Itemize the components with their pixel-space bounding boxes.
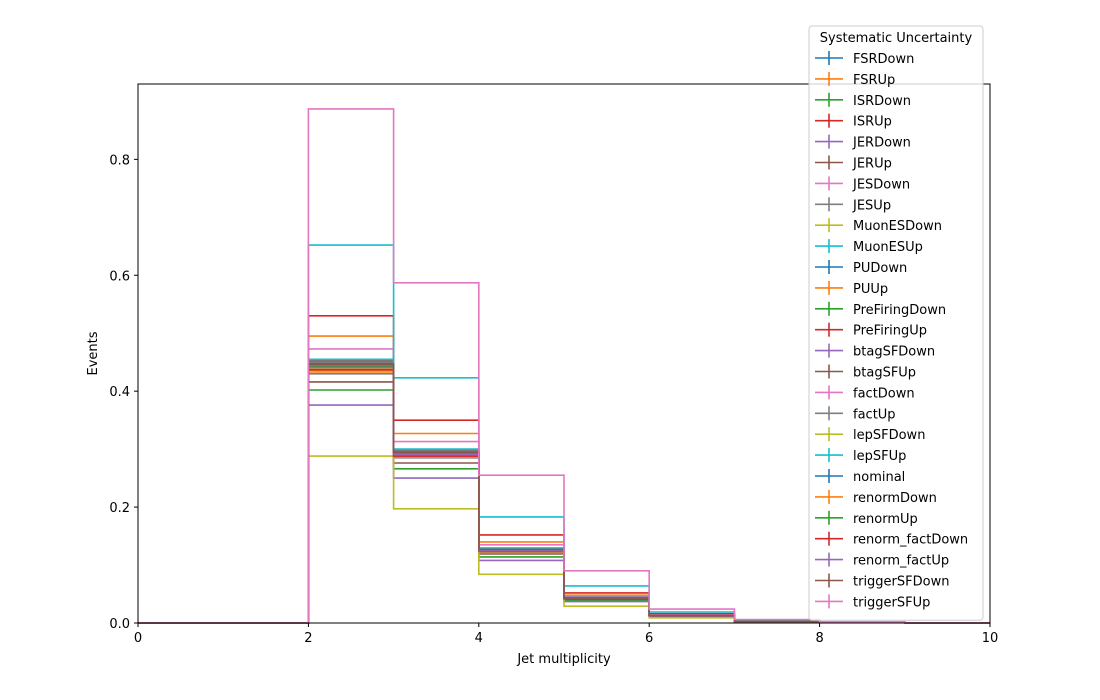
legend-label: renorm_factUp bbox=[853, 554, 949, 569]
legend-label: factDown bbox=[853, 386, 915, 401]
y-tick-label: 0.2 bbox=[109, 501, 130, 516]
legend-entry-triggerSFUp: triggerSFUp bbox=[815, 594, 930, 610]
y-tick-label: 0.0 bbox=[109, 617, 130, 632]
x-tick-label: 0 bbox=[134, 631, 142, 646]
legend-entry-factDown: factDown bbox=[815, 385, 915, 401]
legend-label: ISRDown bbox=[853, 94, 911, 109]
legend-entry-MuonESDown: MuonESDown bbox=[815, 218, 942, 234]
legend-label: MuonESUp bbox=[853, 240, 923, 255]
axes-frame bbox=[137, 83, 991, 624]
legend-entry-JESUp: JESUp bbox=[815, 197, 891, 213]
legend-entry-renormUp: renormUp bbox=[815, 510, 918, 527]
legend-entry-JERUp: JERUp bbox=[815, 155, 892, 172]
x-axis-ticks: 0 2 4 6 8 10 bbox=[134, 623, 998, 646]
legend-label: lepSFUp bbox=[853, 449, 906, 464]
legend-label: renormUp bbox=[853, 512, 918, 527]
legend-label: lepSFDown bbox=[853, 428, 925, 443]
legend-entry-PUDown: PUDown bbox=[815, 260, 907, 276]
legend-entry-lepSFDown: lepSFDown bbox=[815, 427, 925, 443]
legend-label: btagSFDown bbox=[853, 345, 935, 360]
legend-entry-ISRUp: ISRUp bbox=[815, 113, 892, 130]
legend-entry-btagSFUp: btagSFUp bbox=[815, 364, 916, 381]
legend-label: triggerSFUp bbox=[853, 595, 930, 610]
legend-entry-lepSFUp: lepSFUp bbox=[815, 448, 906, 464]
legend-label: JESUp bbox=[852, 198, 891, 213]
legend-label: PreFiringUp bbox=[853, 324, 927, 339]
legend-label: renormDown bbox=[853, 491, 937, 506]
legend-entry-renorm_factUp: renorm_factUp bbox=[815, 552, 949, 569]
legend-label: factUp bbox=[853, 407, 896, 422]
x-tick-label: 6 bbox=[645, 631, 653, 646]
legend-entry-FSRUp: FSRUp bbox=[815, 71, 895, 88]
legend-label: ISRUp bbox=[853, 115, 892, 130]
legend-entry-nominal: nominal bbox=[815, 469, 905, 485]
legend-label: FSRUp bbox=[853, 73, 895, 88]
legend: Systematic Uncertainty FSRDown FSRUp ISRDo… bbox=[808, 25, 984, 621]
y-tick-label: 0.8 bbox=[109, 153, 130, 168]
legend-label: JESDown bbox=[852, 177, 910, 192]
legend-entry-btagSFDown: btagSFDown bbox=[815, 343, 935, 360]
legend-label: renorm_factDown bbox=[853, 533, 968, 548]
y-tick-label: 0.6 bbox=[109, 269, 130, 284]
legend-entry-renorm_factDown: renorm_factDown bbox=[815, 531, 968, 548]
x-tick-label: 8 bbox=[815, 631, 823, 646]
legend-label: JERUp bbox=[852, 157, 892, 172]
legend-label: btagSFUp bbox=[853, 366, 916, 381]
legend-entry-PreFiringDown: PreFiringDown bbox=[815, 301, 946, 318]
legend-label: PUUp bbox=[853, 282, 888, 297]
y-axis-label: Events bbox=[86, 331, 101, 375]
legend-entry-JERDown: JERDown bbox=[815, 134, 911, 151]
series-line-triggerSFUp bbox=[138, 108, 990, 624]
legend-label: FSRDown bbox=[853, 52, 914, 67]
legend-label: PUDown bbox=[853, 261, 907, 276]
legend-entry-PUUp: PUUp bbox=[815, 280, 888, 297]
legend-entry-PreFiringUp: PreFiringUp bbox=[815, 322, 927, 339]
x-tick-label: 4 bbox=[475, 631, 483, 646]
legend-label: triggerSFDown bbox=[853, 575, 949, 590]
x-axis-label: Jet multiplicity bbox=[516, 652, 611, 667]
legend-box bbox=[808, 25, 984, 621]
x-tick-label: 10 bbox=[982, 631, 999, 646]
y-tick-label: 0.4 bbox=[109, 385, 130, 400]
legend-title: Systematic Uncertainty bbox=[820, 31, 973, 46]
x-tick-label: 2 bbox=[304, 631, 312, 646]
legend-entry-ISRDown: ISRDown bbox=[815, 92, 911, 109]
legend-entry-factUp: factUp bbox=[815, 406, 896, 422]
legend-entry-triggerSFDown: triggerSFDown bbox=[815, 573, 949, 590]
legend-entry-JESDown: JESDown bbox=[815, 176, 910, 192]
legend-entry-renormDown: renormDown bbox=[815, 489, 937, 506]
plot-series bbox=[138, 108, 990, 624]
legend-label: PreFiringDown bbox=[853, 303, 946, 318]
legend-label: nominal bbox=[853, 470, 905, 485]
legend-label: JERDown bbox=[852, 136, 911, 151]
legend-label: MuonESDown bbox=[853, 219, 942, 234]
legend-entries: FSRDown FSRUp ISRDown ISRUp JERDown JERUp JESD… bbox=[815, 51, 968, 610]
legend-entry-FSRDown: FSRDown bbox=[815, 51, 914, 67]
y-axis-ticks: 0.0 0.2 0.4 0.6 0.8 bbox=[109, 153, 138, 632]
legend-entry-MuonESUp: MuonESUp bbox=[815, 239, 923, 255]
